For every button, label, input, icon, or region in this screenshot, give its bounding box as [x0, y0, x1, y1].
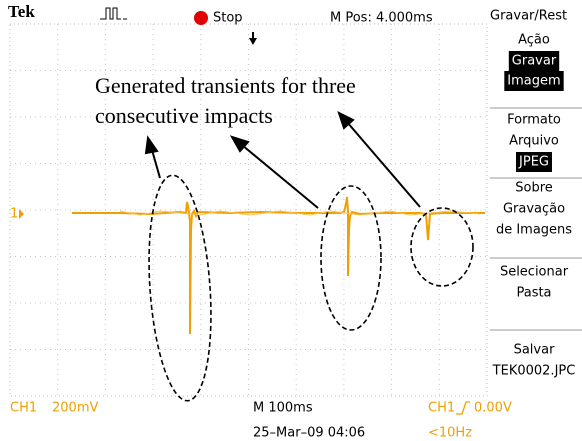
- date: 25–Mar–09 04:06: [253, 426, 365, 441]
- scale: 200mV: [52, 401, 98, 416]
- menu-label: Sobre: [515, 181, 553, 196]
- menu-label: Ação: [518, 33, 550, 48]
- frequency: <10Hz: [428, 426, 472, 441]
- menu-label: Salvar: [514, 343, 555, 358]
- menu-value: JPEG: [518, 155, 549, 170]
- stop-dot: [194, 11, 208, 25]
- menu-value: Gravar: [512, 54, 557, 69]
- scope-screen: Tek Stop M Pos: 4.000ms Gravar/Rest Ação…: [0, 0, 582, 441]
- status: Stop: [213, 11, 243, 26]
- menu-label: Formato: [507, 113, 561, 128]
- menu-value: Imagem: [507, 74, 560, 89]
- timebase: M 100ms: [253, 401, 313, 416]
- menu-label: TEK0002.JPC: [492, 364, 576, 379]
- menu-label: Arquivo: [509, 134, 559, 149]
- menu-label: de Imagens: [496, 223, 572, 238]
- position: M Pos: 4.000ms: [330, 11, 433, 26]
- menu-label: Selecionar: [500, 265, 569, 280]
- menu-label: Gravação: [503, 202, 565, 217]
- trigger-channel: CH1: [428, 401, 455, 416]
- menu-label: Pasta: [516, 286, 551, 301]
- channel-marker: 1: [10, 207, 18, 222]
- annotation-line: consecutive impacts: [95, 103, 273, 128]
- menu-title: Gravar/Rest: [490, 9, 567, 24]
- brand: Tek: [8, 2, 35, 21]
- channel: CH1: [10, 401, 37, 416]
- trigger-level: 0.00V: [474, 401, 512, 416]
- annotation-line: Generated transients for three: [95, 73, 356, 98]
